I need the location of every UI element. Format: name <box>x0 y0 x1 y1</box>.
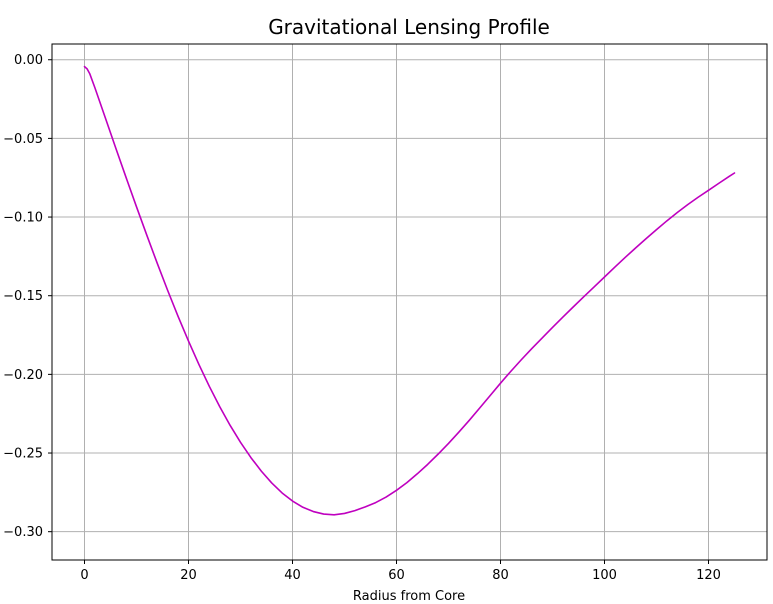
y-axis: 0.00 −0.05 −0.10 −0.15 −0.20 −0.25 −0.30 <box>3 53 52 540</box>
x-axis-label: Radius from Core <box>353 589 465 604</box>
series-line <box>83 65 736 516</box>
x-tick-label: 120 <box>696 568 721 583</box>
x-tick-label: 60 <box>388 568 405 583</box>
y-tick-label: −0.10 <box>3 211 43 226</box>
x-tick-label: 80 <box>492 568 509 583</box>
x-tick-label: 100 <box>592 568 617 583</box>
x-tick-label: 40 <box>284 568 301 583</box>
y-tick-label: 0.00 <box>14 53 43 68</box>
chart-title: Gravitational Lensing Profile <box>268 15 550 39</box>
grid-lines <box>52 44 767 560</box>
y-tick-label: −0.20 <box>3 368 43 383</box>
y-tick-label: −0.30 <box>3 525 43 540</box>
y-tick-label: −0.25 <box>3 447 43 462</box>
y-tick-label: −0.05 <box>3 132 43 147</box>
y-tick-label: −0.15 <box>3 289 43 304</box>
plot-series <box>83 65 736 516</box>
x-axis: 0 20 40 60 80 100 120 <box>80 560 721 583</box>
plot-frame <box>51 43 768 561</box>
x-tick-label: 20 <box>180 568 197 583</box>
x-tick-label: 0 <box>80 568 88 583</box>
